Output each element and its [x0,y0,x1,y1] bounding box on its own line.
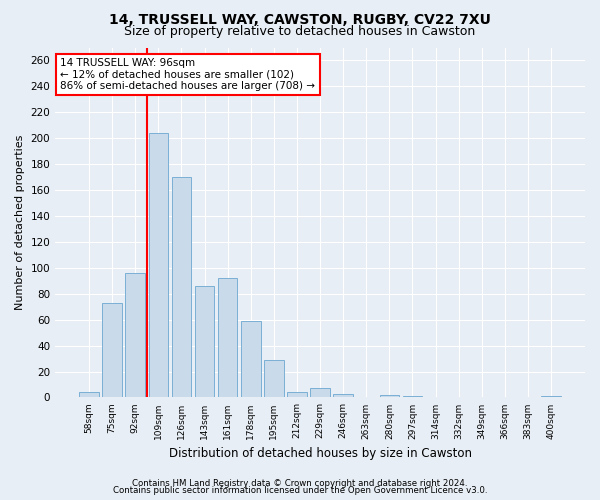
Bar [241,321,260,398]
Text: Contains HM Land Registry data © Crown copyright and database right 2024.: Contains HM Land Registry data © Crown c… [132,478,468,488]
Bar [79,392,99,398]
Text: 14 TRUSSELL WAY: 96sqm
← 12% of detached houses are smaller (102)
86% of semi-de: 14 TRUSSELL WAY: 96sqm ← 12% of detached… [61,58,316,91]
Bar [103,303,122,398]
Text: 14, TRUSSELL WAY, CAWSTON, RUGBY, CV22 7XU: 14, TRUSSELL WAY, CAWSTON, RUGBY, CV22 7… [109,12,491,26]
Bar [149,133,168,398]
Bar [287,392,307,398]
Y-axis label: Number of detached properties: Number of detached properties [15,135,25,310]
Text: Size of property relative to detached houses in Cawston: Size of property relative to detached ho… [124,25,476,38]
Bar [310,388,330,398]
Bar [334,394,353,398]
Bar [541,396,561,398]
Bar [172,177,191,398]
X-axis label: Distribution of detached houses by size in Cawston: Distribution of detached houses by size … [169,447,472,460]
Bar [264,360,284,398]
Bar [403,396,422,398]
Bar [125,273,145,398]
Text: Contains public sector information licensed under the Open Government Licence v3: Contains public sector information licen… [113,486,487,495]
Bar [380,395,399,398]
Bar [218,278,238,398]
Bar [195,286,214,398]
